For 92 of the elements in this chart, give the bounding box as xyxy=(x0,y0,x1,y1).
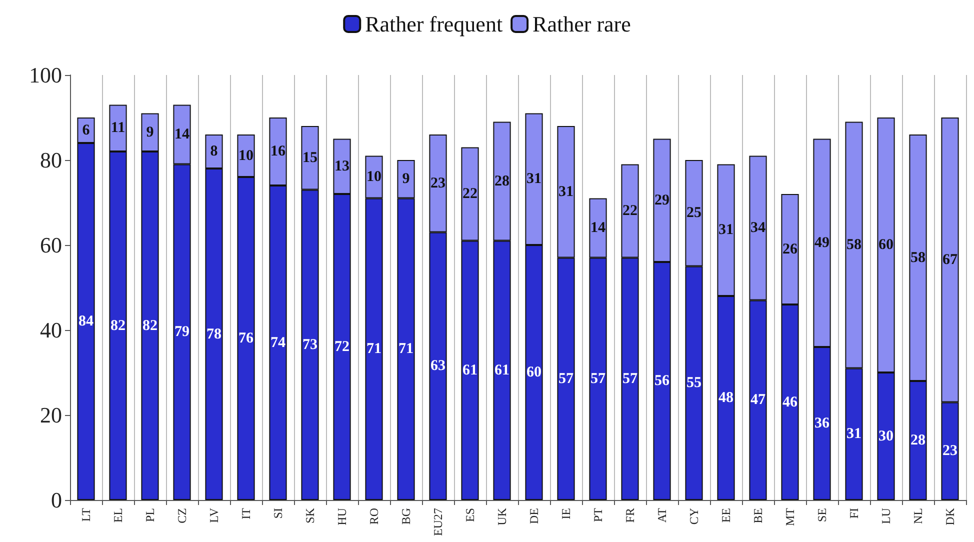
data-label: 10 xyxy=(238,148,254,164)
data-label: 60 xyxy=(526,364,542,380)
x-tick-label: DK xyxy=(943,508,957,526)
data-label: 26 xyxy=(782,241,798,258)
data-label: 67 xyxy=(942,252,958,268)
data-label: 58 xyxy=(910,250,926,266)
data-label: 22 xyxy=(462,186,478,202)
x-tick-label: SE xyxy=(815,508,829,522)
data-label: 46 xyxy=(782,394,798,410)
x-tick-label: EE xyxy=(719,508,733,523)
x-tick-label: CY xyxy=(687,508,701,525)
legend-label: Rather rare xyxy=(532,12,631,36)
data-label: 58 xyxy=(846,237,862,253)
x-tick-label: DE xyxy=(527,508,541,524)
x-tick-label: PT xyxy=(591,507,605,522)
data-label: 57 xyxy=(622,370,638,387)
data-label: 73 xyxy=(302,336,318,353)
data-label: 22 xyxy=(622,203,638,219)
data-label: 34 xyxy=(750,220,766,236)
y-tick-label: 40 xyxy=(40,318,62,342)
data-label: 48 xyxy=(718,390,734,406)
x-tick-label: RO xyxy=(367,508,381,525)
x-tick-label: EL xyxy=(111,508,125,523)
x-tick-label: IE xyxy=(559,508,573,520)
data-label: 13 xyxy=(334,158,350,174)
data-label: 71 xyxy=(366,341,382,358)
data-label: 31 xyxy=(718,222,734,238)
data-label: 16 xyxy=(270,144,286,160)
x-tick-label: ES xyxy=(463,508,477,522)
data-label: 15 xyxy=(302,150,318,166)
data-label: 76 xyxy=(238,330,254,346)
data-label: 57 xyxy=(558,370,574,387)
x-tick-label: EU27 xyxy=(431,508,445,536)
data-label: 29 xyxy=(654,192,670,208)
data-label: 79 xyxy=(174,324,190,340)
data-label: 14 xyxy=(174,126,190,142)
y-tick-label: 80 xyxy=(40,148,62,172)
data-label: 36 xyxy=(814,416,830,432)
data-label: 60 xyxy=(878,237,894,253)
x-tick-label: SI xyxy=(271,508,285,519)
data-label: 82 xyxy=(110,318,126,334)
data-label: 30 xyxy=(878,428,894,444)
y-tick-label: 0 xyxy=(51,488,62,512)
x-tick-label: FR xyxy=(623,508,637,523)
x-tick-label: IT xyxy=(239,507,253,520)
data-label: 25 xyxy=(686,205,702,222)
data-label: 28 xyxy=(494,173,510,190)
data-label: 31 xyxy=(526,171,542,188)
legend-label: Rather frequent xyxy=(365,12,503,36)
data-label: 10 xyxy=(366,169,382,185)
x-tick-label: LU xyxy=(879,508,893,524)
data-label: 23 xyxy=(430,175,446,192)
x-tick-label: FI xyxy=(847,508,861,519)
x-tick-label: BG xyxy=(399,508,413,525)
data-label: 56 xyxy=(654,373,670,389)
data-label: 57 xyxy=(590,370,606,387)
x-tick-label: AT xyxy=(655,507,669,523)
y-tick-label: 100 xyxy=(29,62,62,88)
data-label: 55 xyxy=(686,375,702,392)
x-tick-label: LT xyxy=(79,507,93,522)
data-label: 28 xyxy=(910,432,926,448)
data-label: 61 xyxy=(462,362,478,378)
y-tick-label: 20 xyxy=(40,402,62,428)
data-label: 49 xyxy=(814,234,830,251)
x-tick-label: UK xyxy=(495,508,509,526)
data-label: 63 xyxy=(430,358,446,374)
data-label: 71 xyxy=(398,341,414,358)
x-tick-label: BE xyxy=(751,508,765,524)
x-tick-label: HU xyxy=(335,508,349,526)
data-label: 72 xyxy=(334,339,350,355)
data-label: 47 xyxy=(750,392,766,408)
data-label: 61 xyxy=(494,362,510,378)
data-label: 23 xyxy=(942,443,958,460)
data-label: 8 xyxy=(210,144,218,160)
x-tick-label: MT xyxy=(783,507,797,526)
x-tick-label: PL xyxy=(143,508,157,522)
x-tick-label: CZ xyxy=(175,508,189,524)
y-tick-label: 60 xyxy=(40,232,62,258)
x-tick-label: SK xyxy=(303,508,317,524)
data-label: 6 xyxy=(82,122,90,138)
data-label: 82 xyxy=(142,318,158,334)
data-label: 74 xyxy=(270,334,286,351)
x-tick-label: NL xyxy=(911,508,925,524)
data-label: 84 xyxy=(78,314,94,330)
data-label: 31 xyxy=(558,184,574,200)
x-tick-label: LV xyxy=(207,508,221,523)
data-label: 9 xyxy=(146,124,154,140)
data-label: 11 xyxy=(110,120,126,136)
data-label: 9 xyxy=(402,171,410,188)
data-label: 78 xyxy=(206,326,222,342)
data-label: 31 xyxy=(846,426,862,442)
data-label: 14 xyxy=(590,220,606,236)
